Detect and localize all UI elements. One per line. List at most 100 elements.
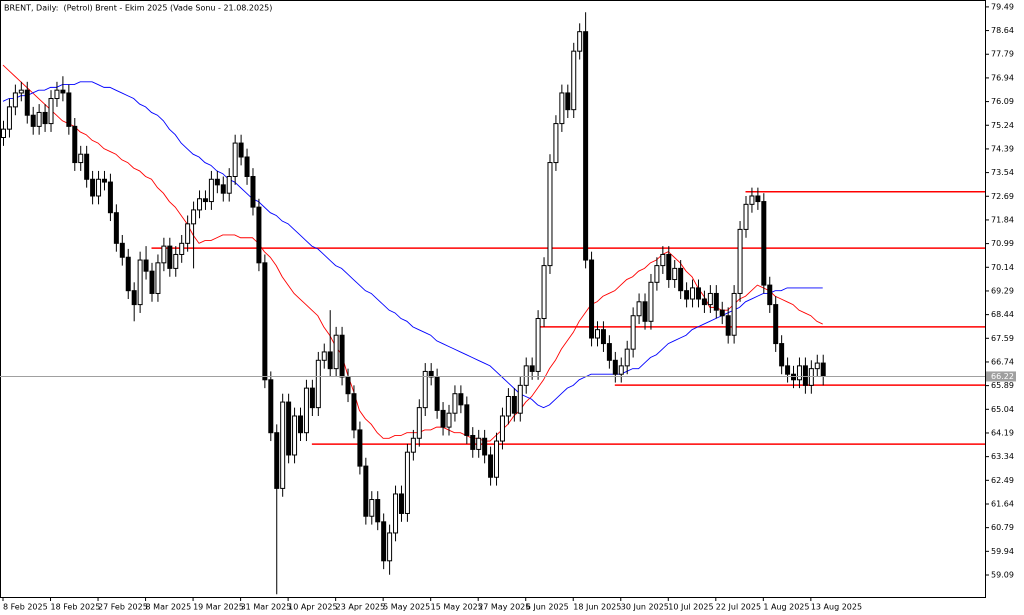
candle-body	[814, 362, 820, 370]
x-tick-label: 30 Jun 2025	[621, 603, 669, 612]
candle-body	[654, 265, 660, 283]
y-tick-label: 61.64	[991, 499, 1014, 508]
candle-body	[48, 98, 54, 125]
candle-body	[464, 404, 470, 436]
candle-body	[363, 465, 369, 517]
candle-body	[143, 259, 149, 272]
candle-body	[173, 253, 179, 269]
candle-body	[523, 365, 529, 386]
y-tick-label: 76.94	[991, 73, 1014, 82]
candle-body	[761, 201, 767, 286]
candle-body	[410, 437, 416, 453]
x-tick-label: 15 May 2025	[431, 603, 483, 612]
candle-body	[743, 203, 749, 230]
candle-body	[612, 359, 618, 375]
candle-body	[583, 31, 589, 261]
candle-body	[595, 329, 600, 339]
candle-body	[535, 318, 541, 372]
y-tick-label: 66.74	[991, 357, 1014, 366]
y-tick-label: 72.69	[991, 192, 1014, 201]
candle-body	[618, 365, 624, 375]
x-tick-label: 27 May 2025	[478, 603, 530, 612]
plot-frame	[0, 0, 986, 598]
candle-body	[36, 111, 42, 127]
y-tick-label: 59.09	[991, 571, 1014, 580]
x-tick-label: 23 Apr 2025	[336, 603, 385, 612]
candle-body	[268, 379, 274, 434]
candle-body	[606, 343, 612, 361]
x-tick-label: 27 Feb 2025	[98, 603, 148, 612]
candle-body	[422, 370, 428, 409]
candle-body	[393, 493, 399, 534]
candle-body	[119, 242, 125, 258]
candle-body	[642, 301, 648, 322]
candle-body	[571, 50, 577, 111]
candle-body	[286, 401, 292, 456]
candle-body	[695, 287, 701, 300]
y-tick-label: 77.79	[991, 50, 1014, 59]
x-tick-label: 6 Jun 2025	[526, 603, 569, 612]
candle-body	[66, 92, 72, 127]
candle-body	[345, 376, 351, 395]
candle-body	[440, 409, 446, 428]
moving-average	[2, 81, 823, 409]
last-price-label: 66.22	[991, 372, 1014, 381]
y-tick-label: 70.99	[991, 239, 1014, 248]
candle-body	[1, 128, 6, 139]
y-tick-label: 71.84	[991, 215, 1014, 224]
candle-body	[18, 89, 24, 94]
y-tick-label: 78.64	[991, 26, 1014, 35]
candle-body	[559, 92, 565, 125]
candle-body	[24, 89, 30, 116]
candle-body	[713, 292, 719, 311]
candle-body	[327, 351, 333, 370]
candle-body	[404, 451, 410, 514]
candle-body	[600, 329, 606, 345]
candle-body	[719, 309, 725, 317]
x-tick-label: 5 May 2025	[383, 603, 430, 612]
candle-body	[84, 153, 90, 180]
candle-body	[755, 195, 761, 203]
x-tick-label: 10 Jul 2025	[668, 603, 713, 612]
candle-body	[387, 532, 393, 562]
candle-body	[684, 290, 690, 300]
candle-body	[452, 393, 458, 414]
candle-body	[339, 334, 345, 378]
candle-body	[185, 223, 191, 244]
candle-body	[232, 142, 238, 177]
candle-body	[298, 415, 303, 434]
candle-body	[589, 259, 595, 339]
candle-body	[54, 89, 60, 100]
y-tick-label: 75.24	[991, 121, 1014, 130]
candle-body	[731, 292, 737, 336]
candle-body	[547, 162, 553, 267]
candle-body	[256, 206, 262, 264]
candle-body	[42, 111, 48, 125]
candle-body	[737, 228, 743, 294]
candle-body	[624, 348, 630, 367]
candle-body	[660, 253, 666, 267]
candle-body	[517, 384, 523, 414]
candle-body	[357, 429, 363, 467]
y-tick-label: 59.94	[991, 547, 1014, 556]
candle-body	[630, 315, 636, 350]
x-tick-label: 10 Apr 2025	[288, 603, 337, 612]
x-tick-label: 13 Aug 2025	[811, 603, 862, 612]
candle-body	[381, 521, 387, 562]
candle-body	[785, 365, 791, 375]
x-tick-label: 19 Mar 2025	[193, 603, 244, 612]
candle-body	[701, 298, 707, 306]
candle-body	[12, 92, 18, 108]
candle-body	[541, 265, 547, 320]
candle-body	[155, 262, 161, 294]
x-tick-label: 18 Feb 2025	[51, 603, 101, 612]
candle-body	[149, 270, 155, 294]
candle-body	[802, 365, 808, 386]
y-tick-label: 63.34	[991, 452, 1014, 461]
x-tick-label: 22 Jul 2025	[716, 603, 761, 612]
candle-body	[292, 415, 298, 456]
candle-body	[113, 212, 119, 244]
candle-body	[375, 499, 381, 523]
candle-body	[767, 284, 773, 306]
